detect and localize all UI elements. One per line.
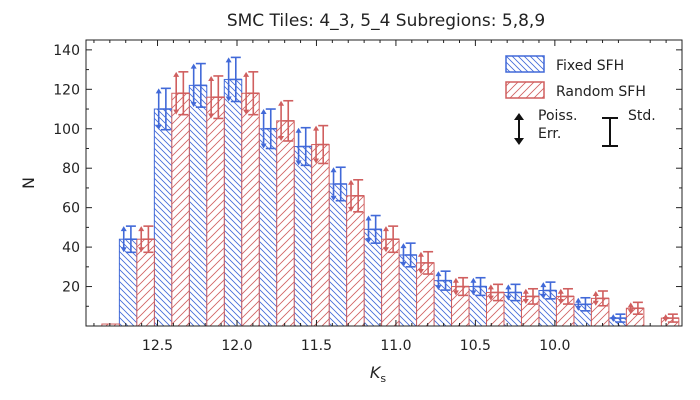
y-tick-label-60: 60 bbox=[62, 201, 80, 217]
errorbar-fixed-9 bbox=[400, 242, 417, 268]
x-tick-label-2: 11.5 bbox=[301, 338, 332, 354]
errorbar-random-11 bbox=[487, 283, 505, 302]
bar-random-5 bbox=[276, 120, 295, 326]
legend-swatch-random bbox=[505, 81, 545, 99]
bar-random-9 bbox=[416, 262, 435, 326]
bar-fixed-6 bbox=[293, 146, 313, 326]
y-tick-label-40: 40 bbox=[62, 240, 80, 256]
errorbar-fixed-14 bbox=[575, 296, 592, 312]
errorbar-random-10 bbox=[452, 276, 470, 297]
std-err-icon bbox=[602, 117, 618, 147]
x-tick-label-3: 11.0 bbox=[380, 338, 411, 354]
y-tick-label-140: 140 bbox=[53, 43, 80, 59]
x-tick-label-5: 10.0 bbox=[539, 338, 570, 354]
legend-label-fixed: Fixed SFH bbox=[556, 58, 624, 74]
x-axis-label: Ks bbox=[370, 363, 387, 385]
plot-frame bbox=[85, 39, 683, 327]
errorbar-fixed-8 bbox=[365, 214, 382, 244]
x-tick-label-0: 12.5 bbox=[142, 338, 173, 354]
y-tick-label-20: 20 bbox=[62, 280, 80, 296]
errorbar-random-6 bbox=[313, 124, 330, 165]
bar-fixed-3 bbox=[188, 84, 208, 326]
errorbar-fixed-6 bbox=[295, 126, 312, 167]
errorbar-random-7 bbox=[348, 178, 365, 213]
bar-random-7 bbox=[346, 195, 365, 326]
errorbar-fixed-1 bbox=[120, 225, 137, 254]
errorbar-random-14 bbox=[592, 290, 609, 307]
errorbar-random-1 bbox=[138, 225, 155, 254]
x-tick-label-1: 12.0 bbox=[221, 338, 252, 354]
bar-fixed-9 bbox=[398, 254, 418, 326]
errorbar-fixed-11 bbox=[470, 276, 487, 297]
bar-fixed-5 bbox=[258, 128, 278, 326]
errorbar-random-4 bbox=[243, 71, 260, 116]
legend-label-random: Random SFH bbox=[556, 84, 646, 100]
x-axis: 12.5 12.0 11.5 11.0 10.5 10.0 bbox=[93, 40, 683, 354]
bar-random-2 bbox=[171, 92, 190, 326]
legend-std-label: Std. bbox=[628, 108, 656, 124]
legend-swatch-fixed bbox=[505, 55, 545, 73]
bar-fixed-2 bbox=[153, 108, 173, 326]
bar-random-6 bbox=[311, 144, 330, 326]
plot-area bbox=[101, 56, 680, 326]
errorbar-fixed-2 bbox=[155, 87, 172, 131]
bar-random-10 bbox=[451, 286, 470, 326]
errorbar-fixed-12 bbox=[505, 283, 522, 302]
errorbar-fixed-7 bbox=[330, 166, 347, 202]
errorbar-random-9 bbox=[417, 250, 435, 275]
y-tick-label-120: 120 bbox=[53, 82, 80, 98]
errorbar-fixed-5 bbox=[260, 108, 277, 150]
bar-random-3 bbox=[206, 96, 225, 326]
x-tick-label-4: 10.5 bbox=[460, 338, 491, 354]
x-axis-label-main: K bbox=[370, 363, 382, 382]
bar-fixed-10 bbox=[433, 280, 453, 326]
bar-fixed-7 bbox=[328, 183, 348, 326]
errorbar-random-2 bbox=[173, 71, 190, 116]
bar-fixed-11 bbox=[468, 286, 488, 326]
bar-random-0 bbox=[101, 323, 120, 326]
errorbar-random-8 bbox=[382, 225, 400, 254]
poisson-err-icon bbox=[514, 113, 524, 145]
y-axis-label: N bbox=[19, 177, 38, 189]
bar-random-4 bbox=[241, 92, 260, 326]
errorbar-random-13 bbox=[557, 287, 574, 305]
errorbar-random-12 bbox=[522, 287, 539, 305]
errorbar-random-15 bbox=[627, 301, 644, 315]
legend-poisson-label-2: Err. bbox=[538, 126, 561, 142]
x-axis-label-sub: s bbox=[380, 372, 386, 385]
errorbar-random-3 bbox=[208, 75, 225, 120]
errorbar-fixed-3 bbox=[190, 62, 207, 108]
y-axis: 20 40 60 80 100 120 140 bbox=[53, 43, 682, 307]
chart-title: SMC Tiles: 4_3, 5_4 Subregions: 5,8,9 bbox=[227, 11, 545, 31]
legend-poisson-label-1: Poiss. bbox=[538, 108, 577, 124]
y-tick-label-100: 100 bbox=[53, 122, 80, 138]
errorbar-fixed-4 bbox=[225, 56, 242, 103]
bar-fixed-4 bbox=[223, 78, 243, 326]
errorbar-fixed-10 bbox=[435, 270, 452, 291]
legend: Fixed SFH Random SFH Poiss. Err. Std. bbox=[505, 55, 656, 147]
errorbar-random-16 bbox=[662, 313, 679, 323]
errorbar-random-5 bbox=[278, 99, 295, 142]
y-tick-label-80: 80 bbox=[62, 161, 80, 177]
errorbar-fixed-13 bbox=[540, 281, 557, 300]
errorbar-fixed-15 bbox=[610, 313, 627, 323]
